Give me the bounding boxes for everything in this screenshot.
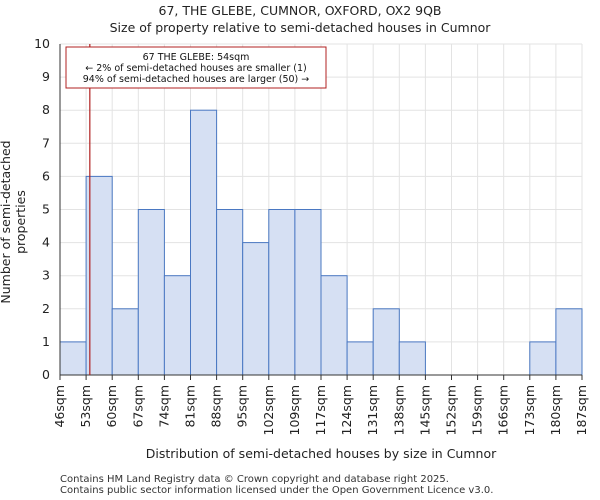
x-tick-label: 187sqm <box>574 385 589 435</box>
footer-copyright: Contains HM Land Registry data © Crown c… <box>60 474 449 485</box>
annotation-line-3: 94% of semi-detached houses are larger (… <box>83 74 310 85</box>
y-tick-label: 7 <box>42 135 50 150</box>
x-tick-label: 131sqm <box>365 385 380 435</box>
x-tick-label: 145sqm <box>417 385 432 435</box>
y-tick-label: 4 <box>42 235 50 250</box>
x-tick-label: 102sqm <box>261 385 276 435</box>
x-tick-label: 166sqm <box>496 385 511 435</box>
x-tick-label: 74sqm <box>156 385 171 428</box>
annotation-line-1: 67 THE GLEBE: 54sqm <box>143 52 250 63</box>
x-tick-label: 109sqm <box>287 385 302 435</box>
histogram-bar <box>268 209 296 376</box>
x-tick-label: 88sqm <box>209 385 224 428</box>
histogram-bar <box>398 341 426 376</box>
x-axis-label: Distribution of semi-detached houses by … <box>145 446 497 461</box>
x-tick-label: 159sqm <box>470 385 485 435</box>
x-tick-label: 117sqm <box>313 385 328 435</box>
histogram-bar <box>190 109 218 376</box>
y-tick-label: 5 <box>42 202 50 217</box>
x-tick-label: 152sqm <box>444 385 459 435</box>
y-tick-label: 0 <box>42 367 50 382</box>
x-tick-label: 60sqm <box>104 385 119 428</box>
chart-title: 67, THE GLEBE, CUMNOR, OXFORD, OX2 9QB <box>158 3 442 18</box>
x-tick-label: 173sqm <box>522 385 537 435</box>
y-tick-label: 1 <box>42 334 50 349</box>
y-tick-label: 9 <box>42 69 50 84</box>
y-tick-label: 8 <box>42 102 50 117</box>
chart-subtitle: Size of property relative to semi-detach… <box>109 20 491 35</box>
footer-licence: Contains public sector information licen… <box>60 485 494 496</box>
y-tick-label: 6 <box>42 168 50 183</box>
x-tick-label: 81sqm <box>183 385 198 428</box>
histogram-bar <box>216 209 244 376</box>
histogram-bar <box>85 175 113 376</box>
histogram-bar <box>320 275 348 376</box>
annotation-line-2: ← 2% of semi-detached houses are smaller… <box>85 63 306 74</box>
annotation-frame <box>65 46 327 89</box>
y-tick-label: 2 <box>42 301 50 316</box>
histogram-bar <box>294 209 322 376</box>
histogram-bar <box>137 209 165 376</box>
histogram-bar <box>59 341 87 376</box>
histogram-bar <box>242 242 270 376</box>
x-tick-label: 46sqm <box>52 385 67 428</box>
x-tick-label: 95sqm <box>235 385 250 428</box>
histogram-bar <box>555 308 583 376</box>
y-tick-label: 10 <box>34 36 50 51</box>
y-tick-label: 3 <box>42 268 50 283</box>
y-axis-label: Number of semi-detached properties <box>0 140 28 304</box>
histogram-bar <box>111 308 139 376</box>
histogram-bar <box>163 275 191 376</box>
x-tick-label: 180sqm <box>548 385 563 435</box>
x-tick-label: 124sqm <box>339 385 354 435</box>
histogram-bar <box>346 341 374 376</box>
x-tick-label: 138sqm <box>391 385 406 435</box>
x-tick-label: 53sqm <box>78 385 93 428</box>
x-tick-label: 67sqm <box>130 385 145 428</box>
histogram-bar <box>372 308 400 376</box>
annotation-box: 67 THE GLEBE: 54sqm ← 2% of semi-detache… <box>65 46 327 89</box>
histogram-bar <box>529 341 557 376</box>
